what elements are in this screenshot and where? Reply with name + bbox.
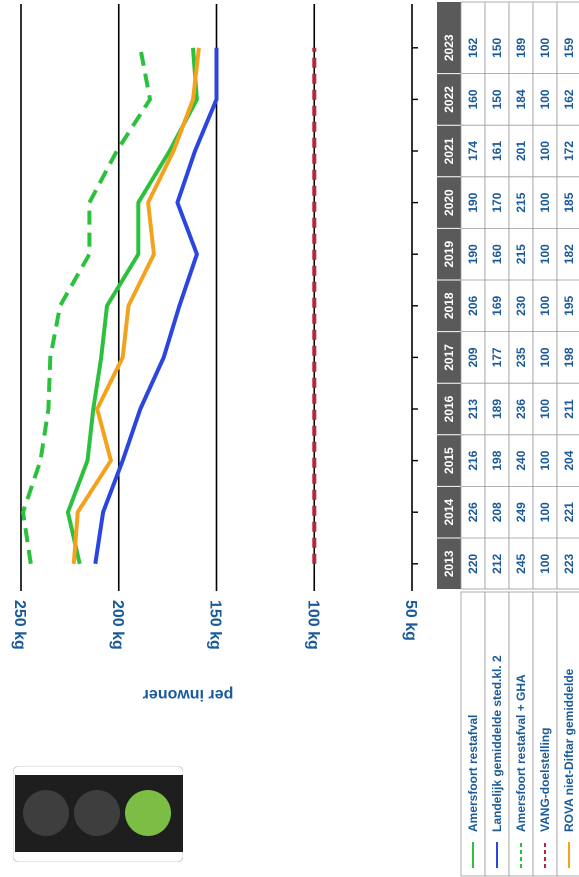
series-line <box>21 47 152 565</box>
data-label: 160 <box>466 89 480 109</box>
traffic-light-icon <box>12 765 184 863</box>
data-label: 236 <box>514 399 528 419</box>
series-layer <box>21 47 317 565</box>
legend-label: Amersfoort restafval + GHA <box>514 674 528 832</box>
data-label: 172 <box>562 141 576 161</box>
y-tick-label: 100 kg <box>304 600 321 650</box>
y-axis-title: per inwoner <box>143 686 234 703</box>
data-label: 150 <box>490 89 504 109</box>
data-label: 221 <box>562 502 576 522</box>
data-label: 100 <box>538 37 552 57</box>
data-label: 190 <box>466 192 480 212</box>
data-label: 100 <box>538 399 552 419</box>
data-label: 160 <box>490 244 504 264</box>
table-year: 2023 <box>442 34 456 61</box>
data-label: 213 <box>466 399 480 419</box>
series-line <box>71 47 201 564</box>
data-label: 220 <box>466 553 480 573</box>
data-label: 100 <box>538 295 552 315</box>
legend-cell <box>532 591 558 877</box>
data-label: 189 <box>490 399 504 419</box>
table-year: 2013 <box>442 550 456 577</box>
table-year: 2016 <box>442 395 456 422</box>
data-label: 174 <box>466 141 480 161</box>
data-label: 100 <box>538 192 552 212</box>
data-label: 215 <box>514 192 528 212</box>
table-year: 2020 <box>442 189 456 216</box>
data-table: 2013 2014 2015 2016 2017 2018 2019 2020 2021 2022… <box>437 1 579 877</box>
y-tick-label: 150 kg <box>207 600 224 650</box>
data-label: 170 <box>490 192 504 212</box>
data-label: 230 <box>514 295 528 315</box>
legend-label: Amersfoort restafval <box>466 715 480 832</box>
table-year: 2018 <box>442 292 456 319</box>
data-label: 184 <box>514 89 528 109</box>
data-label: 204 <box>562 450 576 470</box>
data-label: 201 <box>514 141 528 161</box>
data-label: 159 <box>562 37 576 57</box>
data-label: 198 <box>490 450 504 470</box>
y-tick-label: 50 kg <box>402 600 419 641</box>
data-label: 100 <box>538 244 552 264</box>
table-year: 2019 <box>442 241 456 268</box>
data-label: 100 <box>538 502 552 522</box>
data-label: 169 <box>490 295 504 315</box>
data-label: 100 <box>538 347 552 367</box>
data-label: 190 <box>466 244 480 264</box>
data-label: 223 <box>562 553 576 573</box>
data-label: 215 <box>514 244 528 264</box>
data-label: 235 <box>514 347 528 367</box>
table-year: 2021 <box>442 137 456 164</box>
data-label: 100 <box>538 89 552 109</box>
table-year: 2015 <box>442 447 456 474</box>
data-label: 162 <box>562 89 576 109</box>
table-year: 2017 <box>442 344 456 371</box>
y-tick-label: 200 kg <box>109 600 126 650</box>
data-label: 208 <box>490 502 504 522</box>
data-label: 206 <box>466 295 480 315</box>
data-label: 177 <box>490 347 504 367</box>
series-line <box>93 47 219 565</box>
legend-label: ROVA niet-Diftar gemiddelde <box>562 668 576 832</box>
traffic-light-lamp <box>23 790 69 836</box>
data-label: 240 <box>514 450 528 470</box>
legend-label: Landelijk gemiddelde sted.kl. 2 <box>490 655 504 832</box>
table-column <box>556 1 579 590</box>
data-label: 249 <box>514 502 528 522</box>
data-label: 226 <box>466 502 480 522</box>
data-label: 189 <box>514 37 528 57</box>
data-label: 211 <box>562 399 576 419</box>
table-year: 2014 <box>442 499 456 526</box>
data-label: 162 <box>466 37 480 57</box>
plot-area: 250 kg 200 kg 150 kg 100 kg 50 kg per inwoner <box>11 4 419 703</box>
data-label: 182 <box>562 244 576 264</box>
legend-cell <box>484 591 510 877</box>
table-header <box>437 2 461 589</box>
table-column <box>460 1 486 590</box>
y-tick-label: 250 kg <box>11 600 28 650</box>
data-label: 100 <box>538 553 552 573</box>
data-label: 100 <box>538 141 552 161</box>
data-label: 185 <box>562 192 576 212</box>
legend-label: VANG-doelstelling <box>538 728 552 832</box>
legend-cell <box>556 591 579 877</box>
table-year: 2022 <box>442 86 456 113</box>
data-label: 150 <box>490 37 504 57</box>
data-label: 245 <box>514 553 528 573</box>
data-label: 216 <box>466 450 480 470</box>
data-label: 212 <box>490 553 504 573</box>
data-label: 161 <box>490 141 504 161</box>
table-column <box>484 1 510 590</box>
data-label: 209 <box>466 347 480 367</box>
traffic-light-lamp <box>74 790 120 836</box>
data-label: 100 <box>538 450 552 470</box>
data-label: 195 <box>562 295 576 315</box>
data-label: 198 <box>562 347 576 367</box>
traffic-light-lamp <box>125 790 171 836</box>
